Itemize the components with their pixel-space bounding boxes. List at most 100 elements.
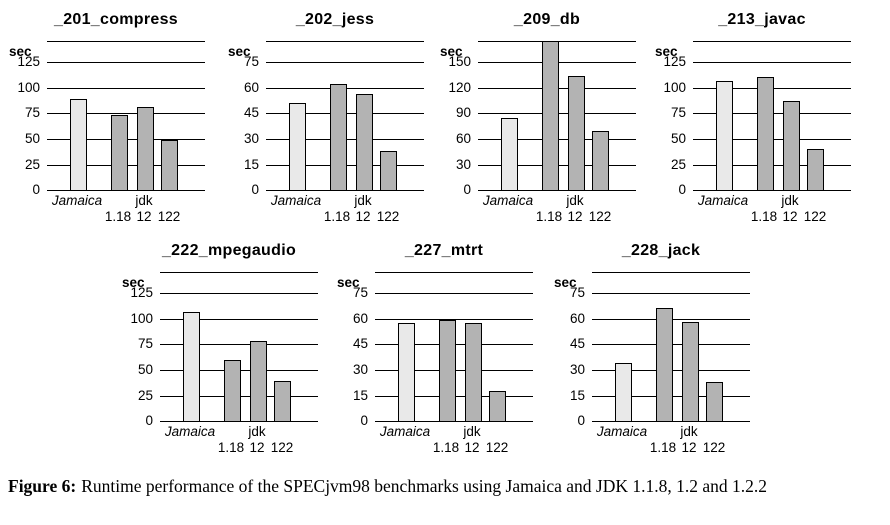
gridline xyxy=(47,62,205,63)
x-axis-label: Jamaica xyxy=(482,193,534,208)
x-axis-sublabel: 1.18 xyxy=(323,209,351,224)
y-tick-label: 25 xyxy=(24,157,40,172)
y-tick-label: 60 xyxy=(352,311,368,326)
y-tick-label: 50 xyxy=(137,362,153,377)
y-tick-label: 30 xyxy=(455,157,471,172)
x-axis-sublabel: 122 xyxy=(376,209,400,224)
x-axis-sublabel: 1.18 xyxy=(217,440,245,455)
bar-jdk-122 xyxy=(706,382,723,422)
gridline xyxy=(160,293,318,294)
plot-top-frame-line xyxy=(160,272,318,273)
y-tick-label: 75 xyxy=(569,285,585,300)
y-axis-unit-label: sec xyxy=(122,275,145,290)
chart-title: _228_jack xyxy=(621,242,701,259)
bar-jdk-122 xyxy=(807,149,824,191)
y-tick-label: 0 xyxy=(251,182,259,197)
y-tick-label: 30 xyxy=(352,362,368,377)
gridline xyxy=(375,293,533,294)
y-tick-label: 15 xyxy=(569,388,585,403)
y-axis-unit-label: sec xyxy=(440,44,463,59)
chart-title: _213_javac xyxy=(718,11,806,28)
chart-title: _209_db xyxy=(513,11,581,28)
y-tick-label: 15 xyxy=(243,157,259,172)
x-axis-label: jdk xyxy=(781,193,799,208)
bar-jamaica xyxy=(615,363,632,422)
y-tick-label: 75 xyxy=(352,285,368,300)
chart-title: _201_compress xyxy=(54,11,178,28)
y-tick-label: 0 xyxy=(678,182,686,197)
x-axis-label: jdk xyxy=(135,193,153,208)
x-axis-sublabel: 1.18 xyxy=(649,440,677,455)
x-axis-sublabel: 1.18 xyxy=(535,209,563,224)
chart-title: _227_mtrt xyxy=(404,242,484,259)
x-axis-sublabel: 12 xyxy=(567,209,583,224)
x-axis-sublabel: 12 xyxy=(782,209,798,224)
y-tick-label: 75 xyxy=(670,105,686,120)
bar-jdk-12 xyxy=(465,323,482,422)
x-axis-label: jdk xyxy=(463,424,481,439)
y-tick-label: 100 xyxy=(130,311,153,326)
y-tick-label: 0 xyxy=(145,413,153,428)
plot-area xyxy=(47,41,205,191)
y-tick-label: 100 xyxy=(17,80,40,95)
gridline xyxy=(693,62,851,63)
plot-area xyxy=(693,41,851,191)
y-tick-label: 60 xyxy=(243,80,259,95)
x-axis-label: jdk xyxy=(566,193,584,208)
bar-jdk-1-18 xyxy=(224,360,241,422)
y-tick-label: 125 xyxy=(17,54,40,69)
bar-jamaica xyxy=(289,103,306,191)
x-axis-label: Jamaica xyxy=(596,424,648,439)
bar-jdk-12 xyxy=(250,341,267,422)
bar-jdk-12 xyxy=(783,101,800,191)
x-axis-sublabel: 122 xyxy=(702,440,726,455)
x-axis-sublabel: 122 xyxy=(803,209,827,224)
bar-jdk-1-18 xyxy=(542,41,559,191)
bar-jamaica xyxy=(398,323,415,422)
chart-title: _222_mpegaudio xyxy=(161,242,297,259)
gridline xyxy=(375,319,533,320)
y-tick-label: 100 xyxy=(663,80,686,95)
y-tick-label: 25 xyxy=(670,157,686,172)
bar-jamaica xyxy=(70,99,87,191)
bar-jdk-1-18 xyxy=(757,77,774,191)
x-axis-label: jdk xyxy=(680,424,698,439)
bar-jdk-12 xyxy=(137,107,154,191)
figure-caption: Figure 6: Runtime performance of the SPEC… xyxy=(8,476,767,497)
y-tick-label: 150 xyxy=(448,54,471,69)
chart-title: _202_jess xyxy=(295,11,375,28)
bar-jdk-122 xyxy=(489,391,506,422)
x-axis-label: Jamaica xyxy=(270,193,322,208)
y-axis-unit-label: sec xyxy=(554,275,577,290)
x-axis-sublabel: 122 xyxy=(270,440,294,455)
bar-jdk-122 xyxy=(274,381,291,422)
plot-area xyxy=(592,272,750,422)
x-axis-label: Jamaica xyxy=(379,424,431,439)
bar-jamaica xyxy=(716,81,733,191)
y-tick-label: 0 xyxy=(360,413,368,428)
bar-jdk-122 xyxy=(380,151,397,191)
y-tick-label: 45 xyxy=(569,336,585,351)
y-tick-label: 0 xyxy=(463,182,471,197)
y-axis-unit-label: sec xyxy=(228,44,251,59)
y-tick-label: 30 xyxy=(569,362,585,377)
x-axis-label: Jamaica xyxy=(164,424,216,439)
figure-caption-label: Figure 6: xyxy=(8,476,77,496)
bar-jdk-12 xyxy=(568,76,585,191)
bar-jdk-1-18 xyxy=(330,84,347,191)
x-axis-sublabel: 1.18 xyxy=(750,209,778,224)
y-axis-unit-label: sec xyxy=(9,44,32,59)
plot-area xyxy=(266,41,424,191)
gridline xyxy=(160,344,318,345)
y-tick-label: 75 xyxy=(137,336,153,351)
y-tick-label: 25 xyxy=(137,388,153,403)
x-axis-sublabel: 1.18 xyxy=(432,440,460,455)
bar-jamaica xyxy=(183,312,200,422)
x-axis-sublabel: 12 xyxy=(249,440,265,455)
y-tick-label: 90 xyxy=(455,105,471,120)
x-axis-label: jdk xyxy=(248,424,266,439)
bar-jdk-122 xyxy=(592,131,609,191)
bar-jdk-1-18 xyxy=(439,320,456,422)
x-axis-sublabel: 12 xyxy=(136,209,152,224)
plot-top-frame-line xyxy=(693,41,851,42)
